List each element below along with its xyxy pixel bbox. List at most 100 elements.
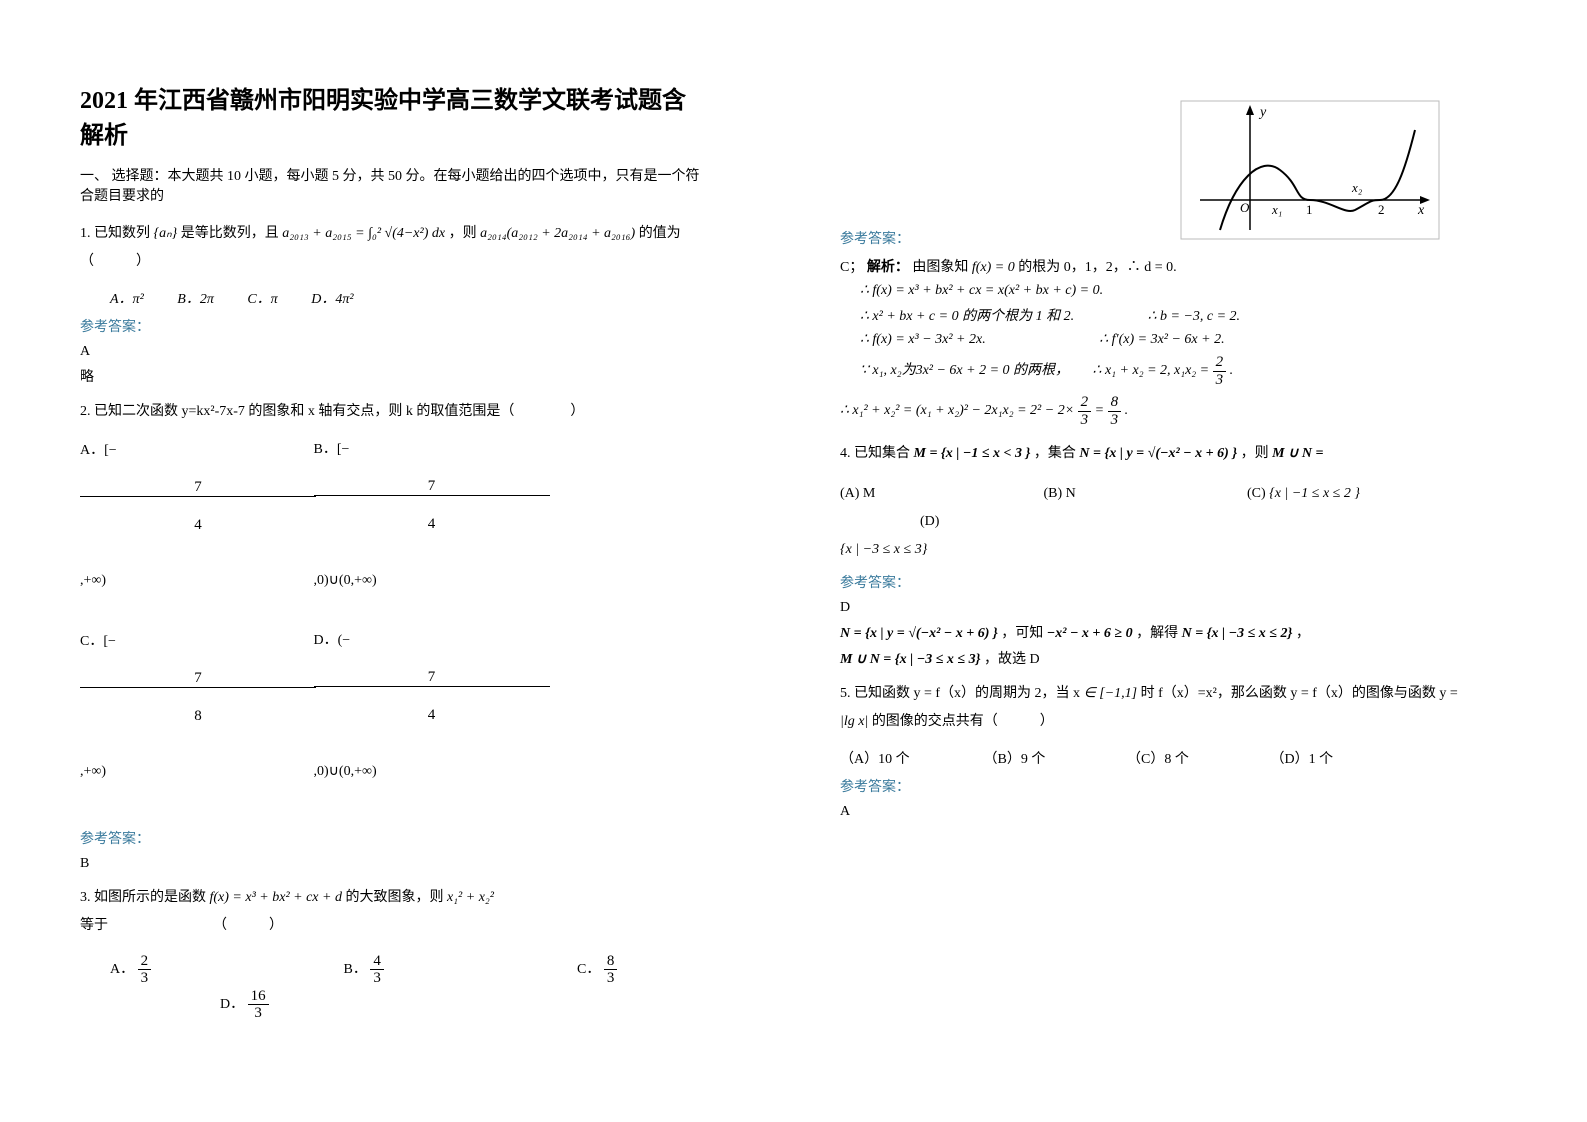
q1-optC: C．π — [247, 292, 277, 307]
q2-optC-num: 7 — [80, 670, 316, 688]
q3-sol1-pre: 由图象知 — [912, 260, 968, 275]
q3-stem-prefix: 3. 如图所示的是函数 — [80, 890, 206, 905]
q5-options: （A）10 个 （B）9 个 （C）8 个 （D）1 个 — [840, 748, 1460, 768]
q2-optC-suf: ,+∞) — [80, 764, 310, 780]
q3-optC-num: 8 — [604, 953, 618, 971]
q3-optD-num: 16 — [248, 988, 269, 1006]
q2-ans: B — [80, 856, 700, 872]
q3-sol5b-den: 3 — [1213, 372, 1227, 389]
q3-optA-den: 3 — [138, 970, 152, 987]
q4-ans: D — [840, 600, 1460, 616]
graph-x2: x₂ — [1351, 180, 1363, 195]
q3-fn: f(x) = x³ + bx² + cx + d — [210, 890, 342, 905]
q5-fn: |lg x| — [840, 714, 868, 729]
q3-sol5: ∵ x₁, x₂为3x² − 6x + 2 = 0 的两根， ∴ x₁ + x₂… — [860, 354, 1460, 388]
q4-sol1-after: ，解得 — [1136, 626, 1178, 641]
q3-sol5b-suf: . — [1230, 363, 1234, 378]
q4-optB: (B) N — [1044, 480, 1244, 508]
q3-stem-suffix: 等于 （ ） — [80, 918, 283, 933]
q3-sol6-pre: ∴ x₁² + x₂² = (x₁ + x₂)² − 2x₁x₂ = 2² − … — [840, 403, 1074, 418]
q4-sol2-line: M ∪ N = {x | −3 ≤ x ≤ 3} ，故选 D — [840, 648, 1460, 668]
q3-sol6: ∴ x₁² + x₂² = (x₁ + x₂)² − 2x₁x₂ = 2² − … — [840, 394, 1460, 428]
q2-optA-den: 4 — [80, 517, 316, 534]
q3-sol6-n2: 8 — [1108, 394, 1122, 412]
q5-stem-mid: 时 f（x）=x²，那么函数 y = f（x）的图像与函数 y = — [1141, 686, 1458, 701]
q3-sol4b: ∴ f′(x) = 3x² − 6x + 2. — [1099, 332, 1224, 347]
q2-optD: D．(− 74 ,0)∪(0,+∞) — [314, 629, 544, 800]
q2-optC: C．[− 78 ,+∞) — [80, 630, 310, 800]
q2-optC-pre: C．[− — [80, 630, 310, 650]
q4-stem-suffix: ，则 — [1241, 446, 1269, 461]
q2-optD-den: 4 — [314, 707, 550, 724]
q2-optA-suf: ,+∞) — [80, 573, 310, 589]
q3-optD-den: 3 — [248, 1005, 269, 1022]
question-3: 3. 如图所示的是函数 f(x) = x³ + bx² + cx + d 的大致… — [80, 884, 700, 940]
q3-sol4a: ∴ f(x) = x³ − 3x² + 2x. — [860, 332, 986, 347]
section1-header: 一、 选择题：本大题共 10 小题，每小题 5 分，共 50 分。在每小题给出的… — [80, 165, 700, 205]
q5-stem-prefix: 5. 已知函数 y = f（x）的周期为 2，当 x — [840, 686, 1080, 701]
q3-sol6-mid: = — [1095, 403, 1108, 418]
q3-sol6-d1: 3 — [1078, 412, 1092, 429]
q4-stem-prefix: 4. 已知集合 — [840, 446, 910, 461]
q3-sol6-suf: . — [1125, 403, 1129, 418]
q3-sol-label: 解析： — [867, 260, 909, 275]
q1-seq: {aₙ} — [154, 226, 178, 241]
q1-optB: B．2π — [177, 292, 214, 307]
q5-ref-ans-label: 参考答案： — [840, 776, 1460, 796]
question-1: 1. 已知数列 {aₙ} 是等比数列，且 a₂₀₁₃ + a₂₀₁₅ = ∫₀²… — [80, 220, 700, 276]
q4-optC: (C) — [1247, 486, 1266, 501]
q3-options: A． 23 B． 43 C． 83 D． 163 — [110, 952, 700, 1022]
q4-options: (A) M (B) N (C) {x | −1 ≤ x ≤ 2 } (D) {x… — [840, 480, 1460, 564]
q4-sol1-suf: ， — [1296, 626, 1310, 641]
q4-sol1-eq: −x² − x + 6 ≥ 0 — [1047, 626, 1133, 641]
graph-y-label: y — [1258, 105, 1267, 120]
q4-setN: N = {x | y = √(−x² − x + 6) } — [1079, 446, 1237, 461]
q2-optC-den: 8 — [80, 708, 316, 725]
q3-optC-label: C． — [577, 962, 600, 977]
q3-sol3b: ∴ b = −3, c = 2. — [1148, 309, 1240, 324]
q2-options-row1: A．[− 74 ,+∞) B．[− 74 ,0)∪(0,+∞) — [80, 438, 700, 629]
q3-sol4: ∴ f(x) = x³ − 3x² + 2x. ∴ f′(x) = 3x² − … — [860, 331, 1460, 348]
q2-optA-num: 7 — [80, 479, 316, 497]
q4-optC-set: {x | −1 ≤ x ≤ 2 } — [1269, 486, 1360, 501]
q1-ans: A — [80, 344, 700, 360]
q1-stem-prefix: 1. 已知数列 — [80, 226, 150, 241]
q1-optA: A．π² — [110, 292, 144, 307]
q3-optB-num: 4 — [370, 953, 384, 971]
q3-sol1-eq: f(x) = 0 — [972, 260, 1015, 275]
graph-tick-1: 1 — [1306, 202, 1313, 217]
q4-sol1-mid: ，可知 — [1001, 626, 1043, 641]
q1-eq2: a₂₀₁₄(a₂₀₁₂ + 2a₂₀₁₄ + a₂₀₁₆) — [480, 226, 635, 241]
q4-stem-mid: ，集合 — [1034, 446, 1076, 461]
q3-sol5b-num: 2 — [1213, 354, 1227, 372]
q3-sol5a: ∵ x₁, x₂为3x² − 6x + 2 = 0 的两根， — [860, 363, 1069, 378]
q2-optD-pre: D．(− — [314, 629, 544, 649]
q4-union: M ∪ N = — [1272, 446, 1323, 461]
q2-stem: 2. 已知二次函数 y=kx²-7x-7 的图象和 x 轴有交点，则 k 的取值… — [80, 404, 584, 419]
q2-options-row2: C．[− 78 ,+∞) D．(− 74 ,0)∪(0,+∞) — [80, 629, 700, 820]
question-4: 4. 已知集合 M = {x | −1 ≤ x < 3 } ，集合 N = {x… — [840, 440, 1460, 468]
q1-optD: D．4π² — [311, 292, 353, 307]
q2-optD-suf: ,0)∪(0,+∞) — [314, 763, 544, 780]
q1-eq1: a₂₀₁₃ + a₂₀₁₅ = ∫₀² √(4−x²) dx — [282, 226, 445, 241]
q4-optD-set: {x | −3 ≤ x ≤ 3} — [840, 542, 927, 557]
question-2: 2. 已知二次函数 y=kx²-7x-7 的图象和 x 轴有交点，则 k 的取值… — [80, 398, 700, 426]
q3-stem-mid: 的大致图象，则 — [345, 890, 443, 905]
graph-origin: O — [1240, 200, 1250, 215]
q3-sol3a: ∴ x² + bx + c = 0 的两个根为 1 和 2. — [860, 309, 1074, 324]
q1-ref-ans-label: 参考答案： — [80, 316, 700, 336]
graph-tick-2: 2 — [1378, 202, 1385, 217]
q5-optB: （B）9 个 — [984, 748, 1124, 768]
q4-sol2: M ∪ N = {x | −3 ≤ x ≤ 3} — [840, 652, 980, 667]
q5-ans: A — [840, 804, 1460, 820]
cubic-graph: O x₁ 1 x₂ 2 x y — [1180, 100, 1440, 240]
q3-optB-den: 3 — [370, 970, 384, 987]
page-title: 2021 年江西省赣州市阳明实验中学高三数学文联考试题含解析 — [80, 80, 700, 150]
q3-ans: C； — [840, 260, 863, 275]
q1-stem-suffix: ，则 — [449, 226, 477, 241]
q1-note: 略 — [80, 366, 700, 386]
q2-optB-num: 7 — [314, 478, 550, 496]
q2-ref-ans-label: 参考答案： — [80, 828, 700, 848]
q4-sol1-pre: N = {x | y = √(−x² − x + 6) } — [840, 626, 998, 641]
q3-sol6-n1: 2 — [1078, 394, 1092, 412]
